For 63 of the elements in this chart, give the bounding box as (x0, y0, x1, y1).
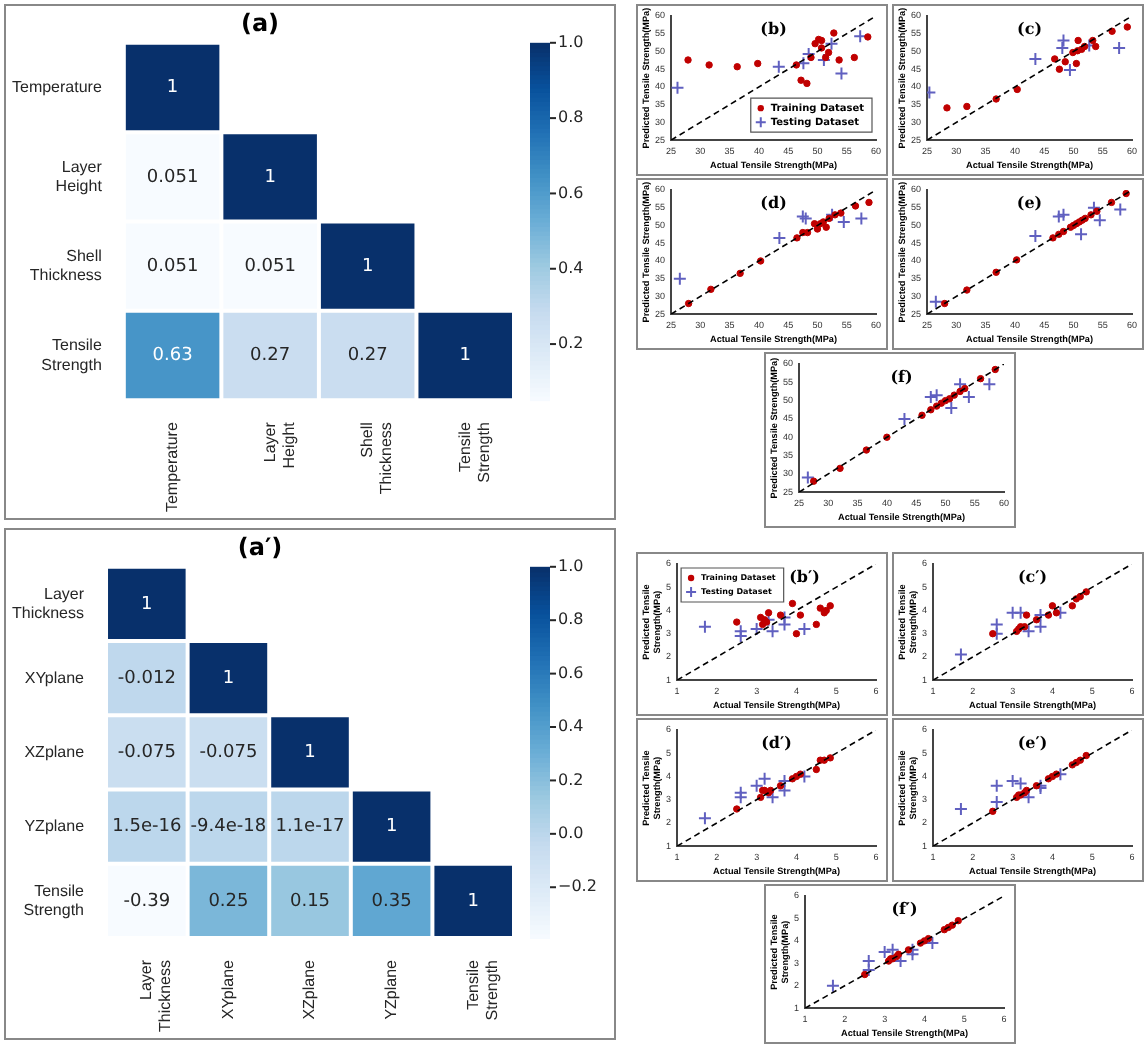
x-tick-label: YZplane (382, 958, 401, 1020)
color-bar-label: 0.8 (558, 108, 584, 127)
color-bar-label: 1.0 (558, 32, 584, 51)
data-label: 1 (166, 78, 179, 99)
data-label: 0.051 (244, 256, 296, 277)
y-tick-label: Temperature (11, 77, 103, 96)
x-tick-label: Layer Thickness (137, 959, 175, 1033)
data-label: 1 (467, 891, 479, 912)
y-tick-label: XZplane (24, 742, 86, 761)
data-label: 1 (264, 167, 276, 188)
color-bar-label: 0.6 (558, 663, 584, 682)
data-label: -9.4e-18 (190, 817, 267, 838)
data-label: 1 (459, 346, 471, 367)
chart-title: (d′) (761, 732, 793, 753)
y-tick-label: Shell Thickness (29, 246, 103, 285)
chart-title: (c) (1017, 18, 1043, 39)
color-bar-label: 1.0 (558, 556, 584, 575)
data-label: -0.075 (199, 743, 258, 764)
color-bar-label: 0.8 (558, 610, 584, 629)
data-label: 0.051 (146, 256, 199, 277)
chart-title: (a′) (237, 532, 283, 561)
chart-title: (f) (890, 366, 913, 387)
y-tick-label: Layer Thickness (11, 584, 85, 622)
color-bar-label: 0.6 (558, 183, 584, 202)
chart-title: (a) (240, 8, 280, 37)
data-label: 1 (141, 594, 153, 615)
data-label: -0.39 (123, 891, 171, 912)
chart-title: (c′) (1017, 566, 1048, 587)
color-bar-label: 0.4 (558, 717, 584, 736)
data-label: 1 (361, 256, 374, 277)
data-label: -0.075 (117, 743, 176, 764)
data-label: 0.051 (146, 167, 199, 188)
data-label: 0.35 (371, 891, 412, 912)
color-bar-label: 0.2 (558, 334, 584, 353)
x-tick-label: Tensile Strength (463, 958, 501, 1021)
data-label: 1 (385, 817, 398, 838)
x-tick-label: XZplane (300, 958, 319, 1020)
color-bar-label: 0.4 (558, 258, 584, 277)
data-label: 1 (304, 743, 316, 764)
data-label: 0.15 (289, 891, 331, 912)
chart-title: (e′) (1017, 732, 1048, 753)
color-bar-label: −0.2 (558, 877, 597, 896)
data-label: 1.5e-16 (112, 817, 182, 838)
color-bar-label: 0.2 (558, 770, 584, 789)
color-bar-label: 0.0 (558, 823, 584, 842)
x-tick-label: Layer Height (260, 420, 298, 469)
y-tick-label: Tensile Strength (23, 881, 86, 919)
chart-title: (d) (760, 192, 788, 213)
data-label: 0.27 (347, 346, 388, 367)
x-tick-label: Shell Thickness (358, 421, 396, 495)
data-label: -0.012 (117, 668, 176, 689)
chart-title: (b) (760, 18, 788, 39)
chart-title: (f′) (891, 898, 919, 919)
x-tick-label: Temperature (163, 421, 181, 513)
data-label: 0.25 (208, 891, 249, 912)
x-tick-label: XYplane (218, 958, 237, 1020)
data-label: 1.1e-17 (275, 817, 345, 838)
chart-title: (b′) (789, 566, 821, 587)
x-tick-label: Tensile Strength (455, 421, 493, 483)
data-label: 0.63 (152, 346, 193, 367)
chart-title: (e) (1016, 192, 1043, 213)
data-label: 0.27 (250, 346, 291, 367)
y-tick-label: YZplane (24, 817, 86, 836)
